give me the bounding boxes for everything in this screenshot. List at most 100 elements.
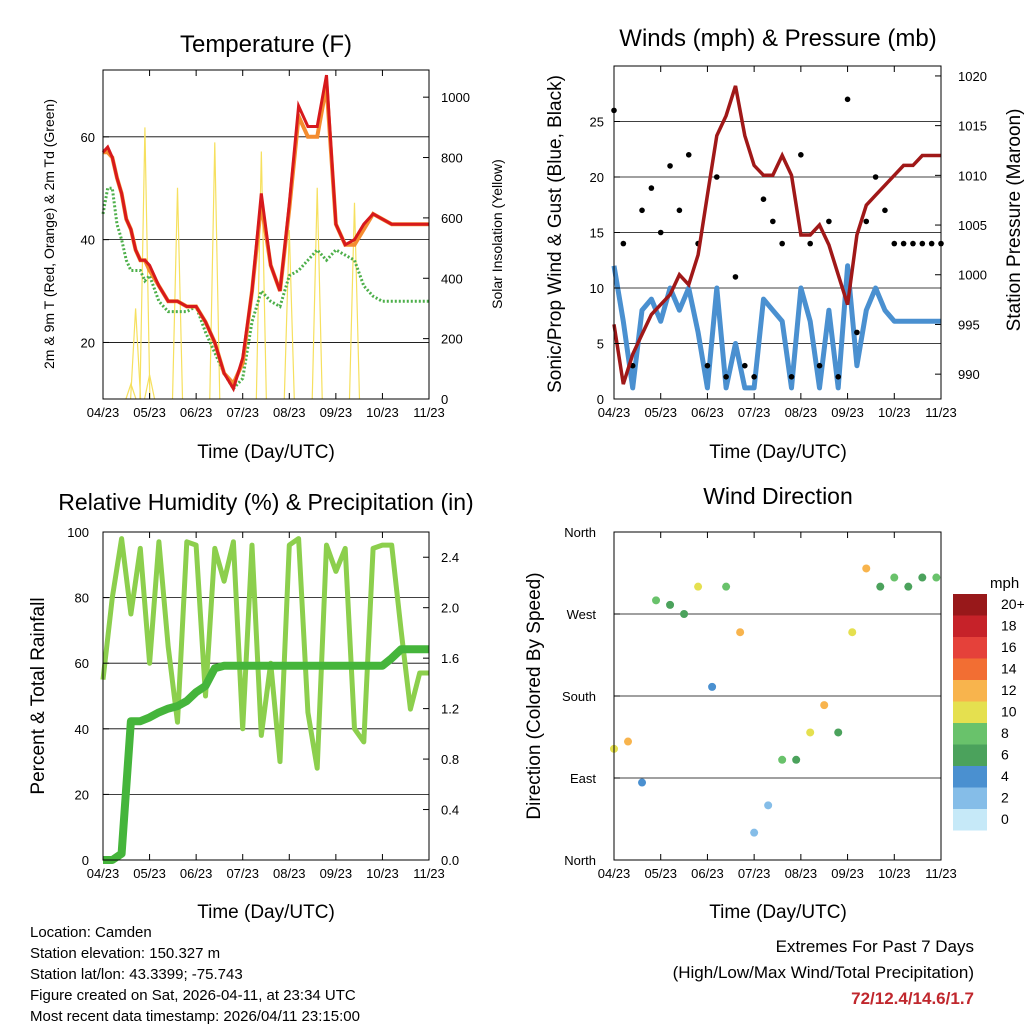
y2-tick-label: 1.6 (441, 651, 459, 666)
gust-point (928, 240, 935, 247)
temperature-panel: Temperature (F) 204060020040060080010000… (41, 31, 505, 463)
x-tick-label: 09/23 (320, 405, 353, 420)
direction-point (862, 564, 871, 573)
y-tick-label: 20 (75, 787, 89, 802)
temp-2m-line (101, 74, 429, 393)
temperature-series (101, 74, 429, 400)
gust-point (751, 374, 757, 380)
y-tick-label: 40 (81, 233, 95, 248)
legend-label: 0 (1001, 811, 1009, 827)
legend-swatch (953, 809, 987, 831)
y2-tick-label: 600 (441, 211, 463, 226)
extremes-values: 72/12.4/14.6/1.7 (851, 989, 974, 1008)
y2-tick-label: 1000 (441, 90, 470, 105)
gust-point (676, 207, 683, 214)
legend-label: 4 (1001, 768, 1009, 784)
y2-tick-label: 2.4 (441, 550, 459, 565)
gust-point (816, 362, 823, 369)
x-tick-label: 09/23 (831, 866, 864, 881)
gust-point (910, 240, 916, 247)
x-tick-label: 04/23 (598, 405, 631, 420)
humidity-panel: Relative Humidity (%) & Precipitation (i… (28, 489, 474, 923)
y-tick-label: 15 (590, 226, 604, 241)
direction-point (890, 573, 899, 582)
solar-spike (139, 127, 151, 400)
gust-point (900, 240, 907, 247)
y-tick-label: 60 (75, 656, 89, 671)
gust-point (732, 274, 739, 280)
winds-series (611, 85, 944, 391)
gust-point (685, 152, 692, 158)
x-tick-label: 09/23 (320, 866, 353, 881)
solar-spike (171, 187, 184, 400)
legend-label: 2 (1001, 790, 1009, 806)
gust-point (779, 240, 785, 247)
x-tick-label: 05/23 (644, 405, 677, 420)
x-tick-label: 11/23 (925, 405, 957, 420)
y-tick-label: 25 (590, 115, 604, 130)
precip-line (103, 645, 429, 864)
extremes-box: Extremes For Past 7 Days (High/Low/Max W… (673, 934, 974, 1012)
x-tick-label: 11/23 (413, 866, 445, 881)
wind-direction-series (610, 564, 941, 837)
x-tick-label: 07/23 (226, 866, 259, 881)
gust-point (891, 240, 898, 247)
legend-label: 16 (1001, 639, 1017, 655)
x-tick-label: 10/23 (366, 405, 399, 420)
gust-point (667, 163, 673, 169)
direction-point (848, 628, 857, 637)
humidity-plot-frame (102, 531, 430, 861)
y-tick-label: 80 (75, 591, 89, 606)
y2-tick-label: 1015 (958, 119, 987, 134)
solar-spike (348, 202, 361, 400)
direction-point (694, 582, 703, 591)
y-tick-label: North (564, 853, 596, 868)
gust-point (835, 374, 842, 380)
y2-tick-label: 1.2 (441, 702, 459, 717)
x-tick-label: 07/23 (738, 405, 771, 420)
extremes-subtitle: (High/Low/Max Wind/Total Precipitation) (672, 963, 974, 982)
humidity-xlabel: Time (Day/UTC) (197, 902, 335, 923)
gust-point (723, 374, 729, 380)
y2-tick-label: 990 (958, 367, 980, 382)
y2-tick-label: 0 (441, 392, 448, 407)
direction-point (736, 628, 745, 637)
x-tick-label: 06/23 (180, 405, 213, 420)
x-tick-label: 08/23 (273, 866, 306, 881)
x-tick-label: 11/23 (413, 405, 445, 420)
y-tick-label: East (570, 771, 596, 786)
y-tick-label: 20 (590, 170, 604, 185)
y-tick-label: 5 (597, 337, 604, 352)
y-tick-label: 0 (82, 853, 89, 868)
wind-direction-panel: Wind Direction NorthEastSouthWestNorth04… (524, 483, 1024, 923)
gust-point (704, 362, 711, 369)
gust-point (807, 240, 813, 247)
gust-point (760, 196, 767, 202)
solar-spike (283, 229, 295, 400)
latlon-text: Station lat/lon: 43.3399; -75.743 (30, 966, 243, 983)
temperature-plot-frame (102, 69, 430, 400)
gust-point (872, 174, 879, 180)
y-tick-label: 20 (81, 335, 95, 350)
gust-point (788, 374, 795, 380)
x-tick-label: 10/23 (878, 866, 911, 881)
direction-point (680, 610, 689, 618)
wind-direction-ylabel: Direction (Colored By Speed) (524, 572, 545, 819)
direction-point (792, 755, 801, 764)
y2-tick-label: 1000 (958, 268, 987, 283)
y2-tick-label: 2.0 (441, 601, 459, 616)
gust-point (657, 229, 664, 236)
humidity-ticks: 0 20 40 60 80 100 0.0 0.4 0.8 1.2 1.6 2.0 2.4 04/23 05… (67, 525, 459, 881)
direction-point (778, 755, 787, 764)
direction-point (666, 600, 675, 609)
x-tick-label: 08/23 (785, 866, 818, 881)
legend-swatch (953, 766, 987, 788)
solar-spike (255, 151, 267, 400)
y2-tick-label: 1020 (958, 69, 987, 84)
gust-point (863, 218, 870, 225)
y2-tick-label: 400 (441, 271, 463, 286)
solar-spike (311, 187, 323, 400)
direction-point (932, 573, 941, 582)
winds-xlabel: Time (Day/UTC) (709, 442, 847, 463)
legend-label: 10 (1001, 704, 1017, 720)
